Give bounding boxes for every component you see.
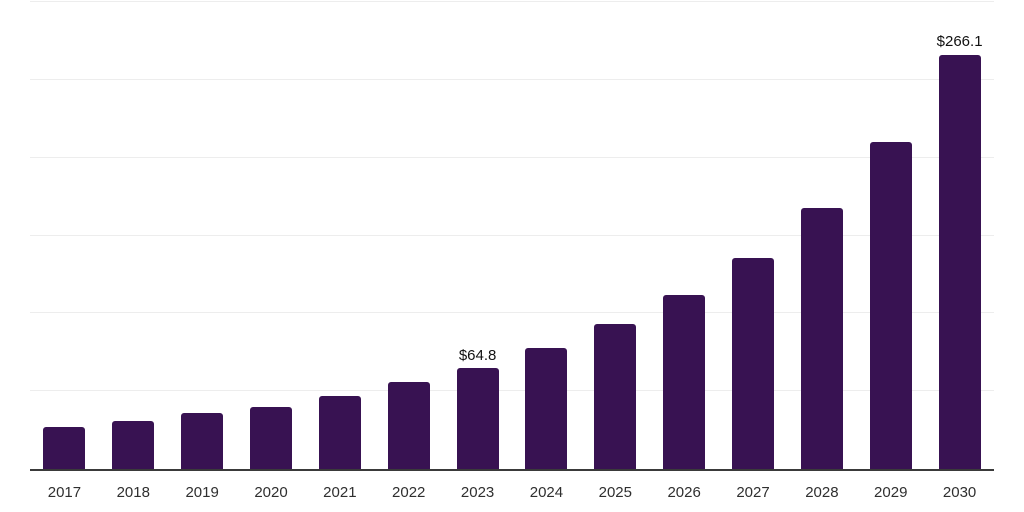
bar-2018 [112, 420, 155, 469]
bar-slot-2029 [856, 2, 925, 469]
bar-2017 [43, 427, 86, 469]
bar-slot-2030: $266.1 [925, 2, 994, 469]
bar-2029 [869, 141, 912, 469]
x-tick-2024: 2024 [529, 484, 564, 501]
bars-row: $64.8 $266.1 [30, 2, 994, 469]
bar-slot-2019 [168, 2, 237, 469]
gridline [30, 234, 994, 236]
gridline [30, 1, 994, 2]
bar-slot-2028 [787, 2, 856, 469]
bar-2028 [800, 207, 843, 469]
bar-2030 [938, 54, 981, 469]
x-tick-2017: 2017 [47, 484, 82, 501]
gridline [30, 156, 994, 158]
bar-value-label-2030: $266.1 [936, 33, 983, 51]
x-tick-2026: 2026 [667, 484, 701, 501]
bar-2025 [594, 324, 637, 469]
bar-2019 [181, 413, 224, 469]
bar-2021 [318, 396, 361, 469]
x-tick-2023: 2023 [460, 484, 495, 501]
bar-slot-2021 [305, 2, 374, 469]
plot-area: $64.8 $266.1 [30, 1, 994, 471]
bar-slot-2020 [237, 2, 306, 469]
x-tick-2019: 2019 [185, 484, 219, 501]
x-tick-2021: 2021 [323, 484, 357, 501]
x-tick-2029: 2029 [874, 484, 908, 501]
bar-slot-2018 [99, 2, 168, 469]
bar-slot-2024 [512, 2, 581, 469]
bar-2022 [387, 382, 430, 469]
bar-2023 [456, 368, 499, 469]
bar-slot-2027 [719, 2, 788, 469]
gridline [30, 390, 994, 392]
x-tick-2025: 2025 [598, 484, 632, 501]
x-tick-2018: 2018 [116, 484, 150, 501]
x-axis: 2017 2018 2019 2020 2021 2022 2023 2024 2025 2026… [30, 473, 994, 512]
bar-2026 [663, 294, 706, 469]
x-tick-2028: 2028 [805, 484, 839, 501]
bar-slot-2022 [374, 2, 443, 469]
bar-slot-2023: $64.8 [443, 2, 512, 469]
gridline [30, 78, 994, 80]
bar-2020 [250, 407, 292, 469]
x-tick-2027: 2027 [736, 484, 770, 501]
bar-2027 [732, 257, 775, 469]
gridline [30, 312, 994, 314]
bar-value-label-2023: $64.8 [458, 346, 497, 364]
x-tick-2022: 2022 [392, 484, 426, 501]
bar-2024 [525, 347, 568, 469]
x-tick-2020: 2020 [254, 484, 288, 501]
x-tick-2030: 2030 [942, 484, 977, 501]
bar-slot-2026 [650, 2, 719, 469]
bar-slot-2025 [581, 2, 650, 469]
bar-slot-2017 [30, 2, 99, 469]
